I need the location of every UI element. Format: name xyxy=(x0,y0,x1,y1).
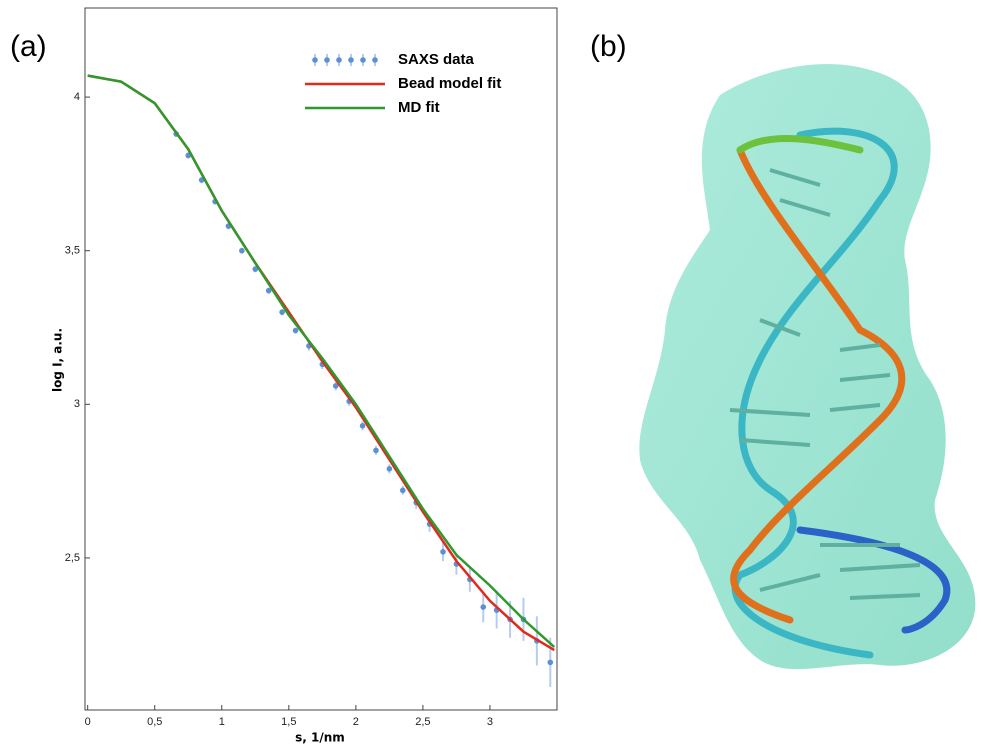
legend-symbol xyxy=(372,57,378,63)
data-point xyxy=(279,309,285,315)
panel-label: (a) xyxy=(10,30,47,63)
x-tick-label: 2 xyxy=(353,716,359,728)
legend-label: SAXS data xyxy=(398,51,475,68)
x-tick-label: 3 xyxy=(487,716,493,728)
plot-frame xyxy=(84,7,558,711)
y-axis-label: log I, a.u. xyxy=(51,328,65,392)
data-point xyxy=(547,659,554,666)
legend-symbol xyxy=(336,57,342,63)
y-tick-label: 2,5 xyxy=(65,552,80,564)
x-tick-label: 1 xyxy=(219,716,225,728)
panel-label: (b) xyxy=(590,30,627,63)
legend-symbol xyxy=(348,57,354,63)
x-tick-label: 0 xyxy=(85,716,91,728)
data-point xyxy=(252,266,259,272)
y-tick-label: 3 xyxy=(74,398,80,410)
data-point xyxy=(265,287,272,294)
x-axis-label: s, 1/nm xyxy=(295,731,345,745)
data-point xyxy=(332,383,339,389)
x-tick-label: 0,5 xyxy=(147,716,162,728)
legend-label: Bead model fit xyxy=(398,75,501,92)
y-tick-label: 4 xyxy=(74,91,80,103)
data-point xyxy=(386,466,393,472)
data-point xyxy=(239,247,245,254)
molecule-illustration xyxy=(639,64,976,670)
data-point xyxy=(359,423,366,429)
x-tick-label: 2,5 xyxy=(415,716,430,728)
fit-line xyxy=(87,74,556,648)
data-point xyxy=(440,548,446,555)
data-point xyxy=(292,327,299,334)
legend-label: MD fit xyxy=(398,99,440,116)
x-tick-label: 1,5 xyxy=(281,716,296,728)
data-point xyxy=(399,487,406,494)
legend-symbol xyxy=(360,57,366,63)
data-point xyxy=(373,447,379,454)
y-tick-label: 3,5 xyxy=(65,245,80,257)
legend-symbol xyxy=(324,57,330,63)
legend-symbol xyxy=(312,57,318,63)
data-point xyxy=(480,604,487,610)
